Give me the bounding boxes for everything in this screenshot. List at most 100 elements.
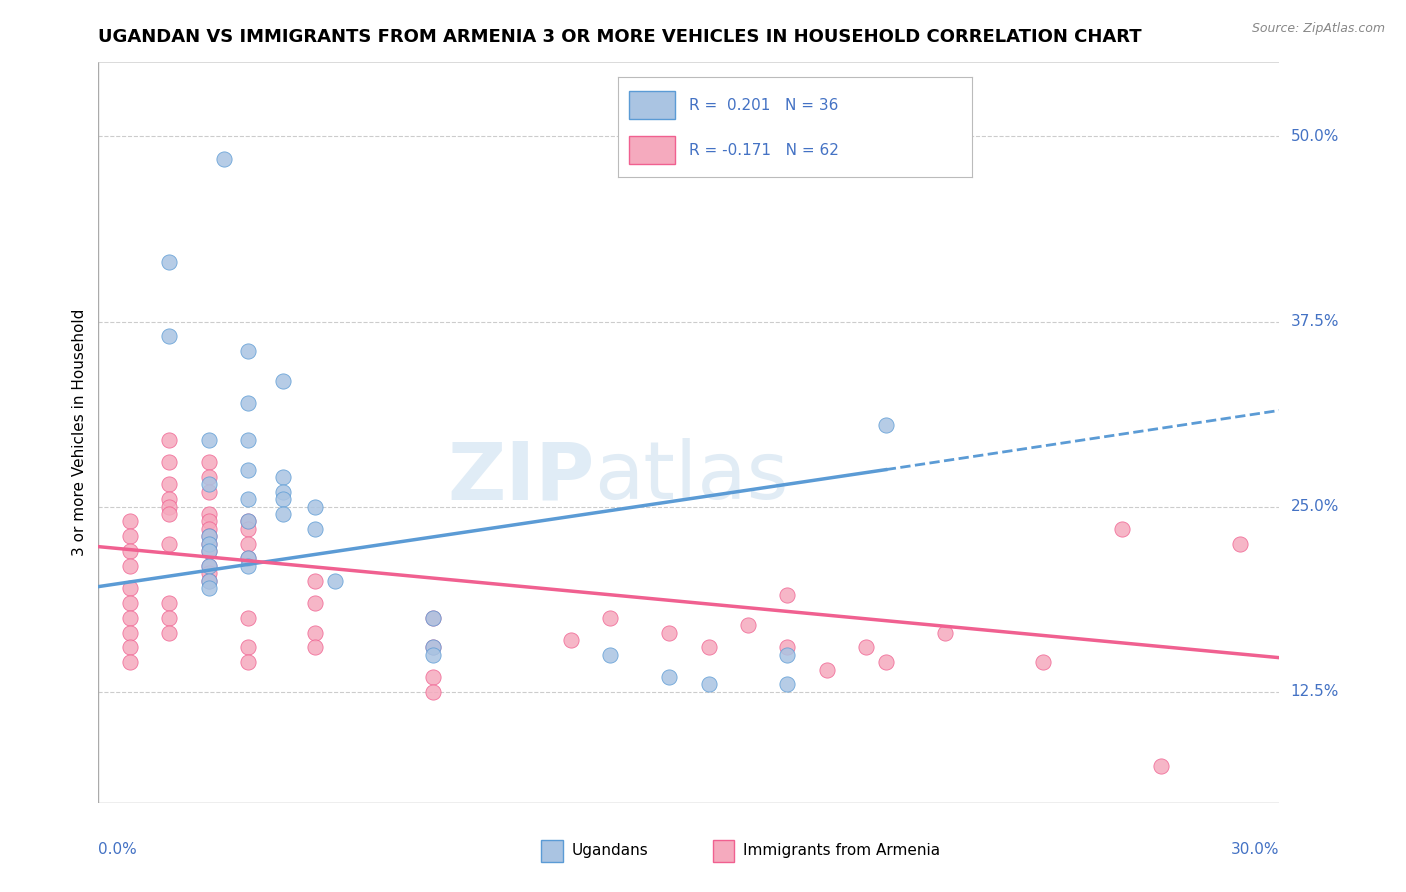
Point [1229, 536, 1251, 550]
Text: Immigrants from Armenia: Immigrants from Armenia [744, 844, 941, 858]
Point [197, 574, 219, 588]
Point [157, 492, 180, 507]
Point [304, 640, 326, 655]
Text: 0.0%: 0.0% [98, 842, 138, 856]
Point [197, 529, 219, 543]
Point [236, 551, 259, 566]
Point [236, 396, 259, 410]
Point [197, 470, 219, 484]
Point [236, 462, 259, 476]
Point [776, 640, 799, 655]
Point [658, 670, 681, 684]
Point [157, 611, 180, 625]
Point [118, 544, 141, 558]
Point [197, 558, 219, 573]
Point [236, 522, 259, 536]
Text: 50.0%: 50.0% [1291, 129, 1339, 144]
Point [197, 433, 219, 447]
Point [422, 640, 444, 655]
Point [273, 374, 295, 388]
Point [304, 625, 326, 640]
Point [875, 418, 897, 433]
Point [197, 581, 219, 595]
Point [304, 574, 326, 588]
Point [157, 625, 180, 640]
Point [304, 596, 326, 610]
Text: atlas: atlas [595, 438, 789, 516]
Point [599, 611, 621, 625]
Point [422, 611, 444, 625]
Point [273, 484, 295, 499]
Point [1032, 655, 1054, 669]
Text: UGANDAN VS IMMIGRANTS FROM ARMENIA 3 OR MORE VEHICLES IN HOUSEHOLD CORRELATION C: UGANDAN VS IMMIGRANTS FROM ARMENIA 3 OR … [98, 28, 1142, 45]
Point [236, 515, 259, 529]
Point [197, 507, 219, 521]
Point [197, 529, 219, 543]
Point [323, 574, 346, 588]
Point [197, 544, 219, 558]
Point [236, 344, 259, 359]
Point [157, 596, 180, 610]
Point [197, 536, 219, 550]
Point [236, 433, 259, 447]
Point [273, 492, 295, 507]
Point [197, 566, 219, 581]
Point [157, 536, 180, 550]
Point [236, 655, 259, 669]
Point [776, 648, 799, 662]
Point [697, 640, 720, 655]
Bar [541, 840, 562, 862]
Point [157, 455, 180, 469]
Text: Source: ZipAtlas.com: Source: ZipAtlas.com [1251, 22, 1385, 36]
Point [236, 551, 259, 566]
Point [197, 522, 219, 536]
Point [197, 484, 219, 499]
Y-axis label: 3 or more Vehicles in Household: 3 or more Vehicles in Household [72, 309, 87, 557]
Text: 37.5%: 37.5% [1291, 314, 1339, 329]
Point [599, 648, 621, 662]
Point [658, 625, 681, 640]
Point [197, 455, 219, 469]
Point [118, 611, 141, 625]
Text: 12.5%: 12.5% [1291, 684, 1339, 699]
Text: 30.0%: 30.0% [1232, 842, 1279, 856]
Point [1111, 522, 1133, 536]
Point [118, 515, 141, 529]
Point [776, 589, 799, 603]
Point [422, 670, 444, 684]
Point [422, 685, 444, 699]
Point [934, 625, 956, 640]
Point [273, 470, 295, 484]
Point [304, 500, 326, 514]
Point [197, 515, 219, 529]
Text: Ugandans: Ugandans [572, 844, 648, 858]
Point [157, 433, 180, 447]
Point [197, 574, 219, 588]
Point [236, 515, 259, 529]
Point [560, 632, 582, 647]
Point [737, 618, 759, 632]
Point [197, 536, 219, 550]
Point [197, 477, 219, 491]
Point [197, 558, 219, 573]
Point [304, 522, 326, 536]
Point [118, 625, 141, 640]
Point [118, 529, 141, 543]
Point [157, 255, 180, 269]
Point [157, 500, 180, 514]
Point [118, 640, 141, 655]
Text: 25.0%: 25.0% [1291, 500, 1339, 514]
Point [236, 492, 259, 507]
Point [815, 663, 838, 677]
Point [422, 611, 444, 625]
Point [118, 558, 141, 573]
Point [157, 477, 180, 491]
Point [236, 558, 259, 573]
Point [273, 507, 295, 521]
Point [422, 640, 444, 655]
Point [157, 329, 180, 343]
Point [236, 536, 259, 550]
Bar [713, 840, 734, 862]
Point [236, 640, 259, 655]
Point [776, 677, 799, 691]
